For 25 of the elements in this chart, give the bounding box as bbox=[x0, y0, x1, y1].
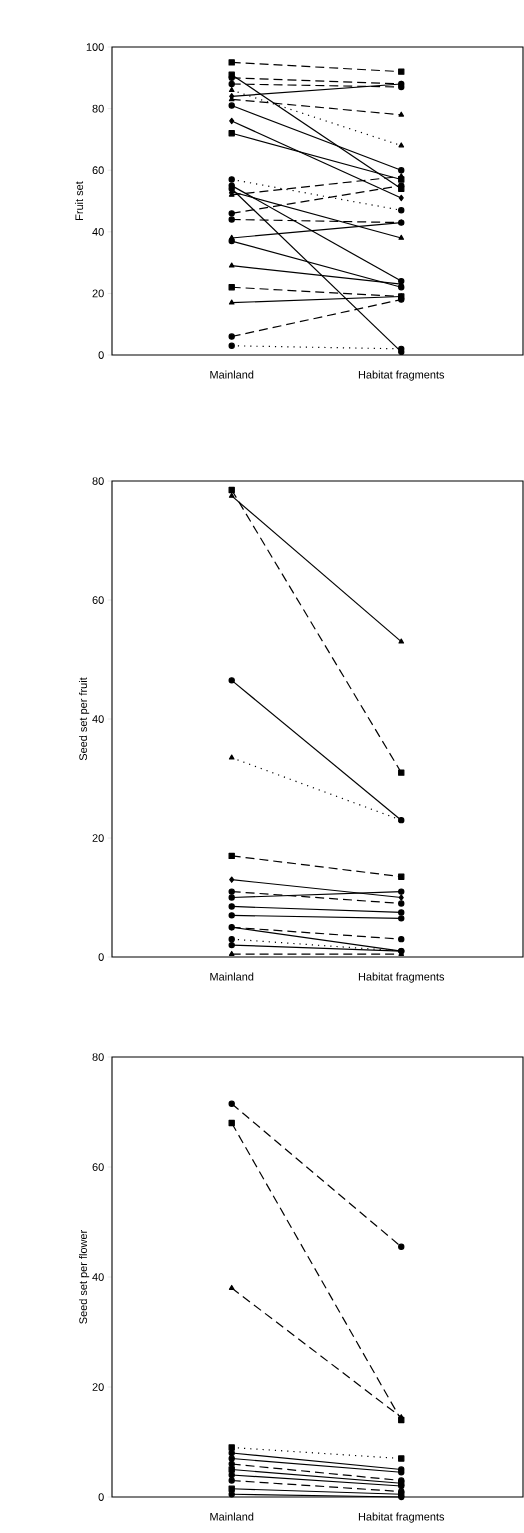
y-tick-label: 20 bbox=[92, 1383, 104, 1391]
x-tick-label: Habitat fragments bbox=[358, 972, 445, 983]
y-tick-label: 20 bbox=[92, 289, 104, 298]
y-tick-label: 60 bbox=[92, 1163, 104, 1171]
x-tick-label: Mainland bbox=[210, 972, 254, 981]
y-axis-title: Fruit set bbox=[75, 181, 84, 220]
y-tick-label: 40 bbox=[92, 1273, 104, 1281]
y-tick-label: 80 bbox=[92, 477, 104, 485]
y-tick-label: 0 bbox=[98, 1493, 104, 1501]
y-tick-label: 40 bbox=[92, 227, 104, 236]
y-axis-title: Seed set per fruit bbox=[78, 677, 90, 761]
y-tick-label: 60 bbox=[92, 596, 104, 604]
y-tick-label: 0 bbox=[98, 953, 104, 961]
y-tick-label: 60 bbox=[92, 166, 104, 175]
x-tick-label: Mainland bbox=[210, 370, 254, 379]
y-tick-label: 100 bbox=[86, 43, 104, 51]
y-axis-title: Seed set per flower bbox=[78, 1230, 90, 1324]
x-tick-label: Mainland bbox=[210, 1512, 254, 1521]
y-tick-label: 0 bbox=[98, 351, 104, 359]
y-tick-label: 40 bbox=[92, 715, 104, 723]
y-tick-label: 20 bbox=[92, 834, 104, 842]
y-tick-label: 80 bbox=[92, 1053, 104, 1061]
x-tick-label: Habitat fragments bbox=[358, 1512, 445, 1523]
y-tick-label: 80 bbox=[92, 104, 104, 113]
x-tick-label: Habitat fragments bbox=[358, 370, 445, 381]
